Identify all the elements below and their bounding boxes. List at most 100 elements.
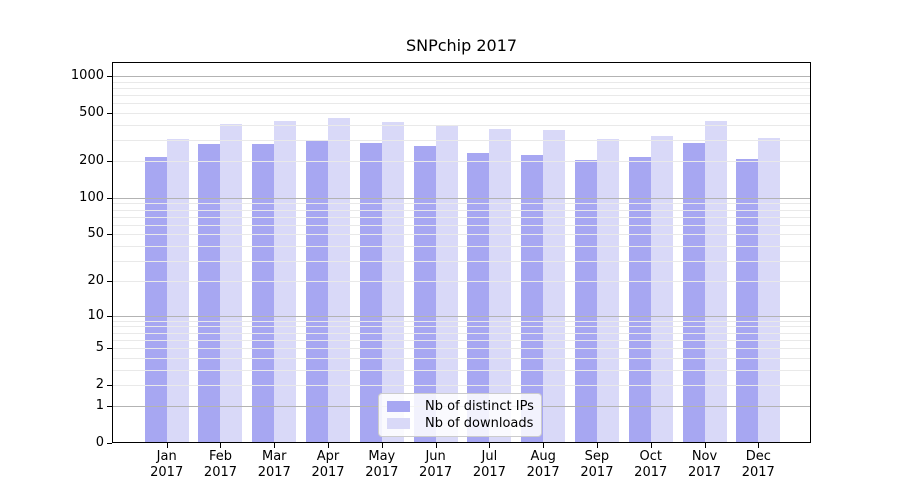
gridline-minor-700 [113, 94, 810, 96]
plot-area: Nb of distinct IPs Nb of downloads [112, 62, 811, 443]
gridline-minor-70 [113, 216, 810, 218]
x-tick-year-mar: 2017 [257, 465, 291, 480]
y-tick-label-20: 20 [87, 273, 104, 289]
gridline-minor-800 [113, 87, 810, 89]
legend-swatch-distinct-ips [387, 400, 410, 412]
gridline-minor-7 [113, 332, 810, 334]
x-tick-year-nov: 2017 [687, 465, 722, 480]
x-tick-month-oct: Oct [639, 449, 662, 464]
gridline-minor-5 [113, 348, 810, 350]
gridline-minor-2 [113, 384, 810, 386]
y-tick-mark-10 [107, 315, 112, 317]
legend-label-distinct-ips: Nb of distinct IPs [425, 398, 534, 414]
y-tick-mark-1 [107, 406, 112, 408]
gridline-minor-60 [113, 224, 810, 226]
x-tick-month-dec: Dec [745, 449, 771, 464]
x-tick-label-jun: Jun 2017 [406, 449, 466, 481]
x-tick-mark-dec [758, 443, 760, 448]
x-tick-year-jun: 2017 [419, 465, 453, 480]
x-tick-month-may: May [368, 449, 396, 464]
x-tick-month-nov: Nov [691, 449, 718, 464]
gridlines-layer [113, 63, 810, 442]
x-tick-month-jun: Jun [425, 449, 446, 464]
x-tick-label-jan: Jan 2017 [137, 449, 197, 481]
x-tick-month-aug: Aug [530, 449, 556, 464]
x-tick-label-sep: Sep 2017 [567, 449, 627, 481]
x-tick-month-mar: Mar [261, 449, 287, 464]
x-tick-year-oct: 2017 [634, 465, 668, 480]
bar-nb-of-downloads-jan [166, 139, 189, 442]
gridline-minor-8 [113, 326, 810, 328]
y-tick-mark-200 [107, 161, 112, 163]
x-tick-mark-sep [596, 443, 598, 448]
y-tick-mark-2 [107, 384, 112, 386]
y-tick-label-2: 2 [95, 376, 104, 392]
gridline-minor-400 [113, 124, 810, 126]
x-tick-year-apr: 2017 [311, 465, 345, 480]
bar-nb-of-downloads-aug [543, 129, 566, 442]
bar-nb-of-downloads-oct [650, 136, 673, 442]
bar-nb-of-downloads-sep [596, 138, 619, 442]
gridline-minor-200 [113, 161, 810, 163]
gridline-minor-40 [113, 245, 810, 247]
x-tick-month-jan: Jan [156, 449, 177, 464]
x-tick-label-nov: Nov 2017 [675, 449, 735, 481]
x-tick-mark-aug [543, 443, 545, 448]
x-tick-mark-jan [166, 443, 168, 448]
x-tick-label-may: May 2017 [352, 449, 412, 481]
gridline-minor-9 [113, 320, 810, 322]
y-tick-label-5: 5 [95, 340, 104, 356]
y-tick-mark-5 [107, 348, 112, 350]
y-tick-mark-0 [107, 443, 112, 445]
y-tick-label-10: 10 [87, 307, 104, 323]
x-tick-year-dec: 2017 [741, 465, 775, 480]
gridline-minor-4 [113, 357, 810, 359]
y-tick-mark-20 [107, 281, 112, 283]
gridline-minor-3 [113, 369, 810, 371]
bar-nb-of-distinct-ips-nov [682, 143, 705, 442]
gridline-minor-30 [113, 260, 810, 262]
bar-nb-of-distinct-ips-feb [198, 144, 221, 442]
legend-item-distinct-ips: Nb of distinct IPs [379, 399, 541, 414]
bar-nb-of-distinct-ips-mar [252, 144, 275, 442]
bar-nb-of-distinct-ips-jan [144, 157, 167, 442]
gridline-minor-600 [113, 103, 810, 105]
y-tick-label-100: 100 [79, 189, 104, 205]
legend: Nb of distinct IPs Nb of downloads [378, 393, 542, 437]
bar-nb-of-distinct-ips-sep [574, 159, 597, 442]
bar-nb-of-downloads-jul [489, 129, 512, 442]
bar-nb-of-downloads-feb [220, 123, 243, 442]
y-tick-label-1: 1 [95, 398, 104, 414]
y-tick-label-0: 0 [95, 435, 104, 451]
x-tick-month-apr: Apr [316, 449, 340, 464]
gridline-minor-90 [113, 203, 810, 205]
bar-nb-of-distinct-ips-jun [413, 145, 436, 442]
x-tick-label-feb: Feb 2017 [190, 449, 250, 481]
x-tick-label-mar: Mar 2017 [244, 449, 304, 481]
x-tick-mark-jun [435, 443, 437, 448]
gridline-minor-50 [113, 234, 810, 236]
y-tick-mark-1000 [107, 75, 112, 77]
gridline-minor-80 [113, 209, 810, 211]
x-tick-label-jul: Jul 2017 [459, 449, 519, 481]
y-tick-label-200: 200 [79, 153, 104, 169]
x-tick-mark-jul [489, 443, 491, 448]
gridline-minor-500 [113, 112, 810, 114]
x-tick-year-may: 2017 [365, 465, 399, 480]
bar-nb-of-downloads-apr [328, 118, 351, 442]
x-tick-year-jan: 2017 [150, 465, 184, 480]
x-tick-year-aug: 2017 [526, 465, 560, 480]
legend-item-downloads: Nb of downloads [379, 416, 541, 431]
y-tick-mark-100 [107, 197, 112, 199]
bar-nb-of-distinct-ips-oct [628, 157, 651, 442]
chart-title: SNPchip 2017 [405, 36, 518, 55]
gridline-major-100 [113, 197, 810, 199]
gridline-major-10 [113, 315, 810, 317]
x-tick-month-feb: Feb [208, 449, 232, 464]
gridline-minor-900 [113, 81, 810, 83]
x-tick-month-jul: Jul [481, 449, 498, 464]
bar-nb-of-distinct-ips-apr [306, 140, 329, 442]
x-tick-mark-feb [220, 443, 222, 448]
bar-nb-of-distinct-ips-dec [736, 158, 759, 442]
